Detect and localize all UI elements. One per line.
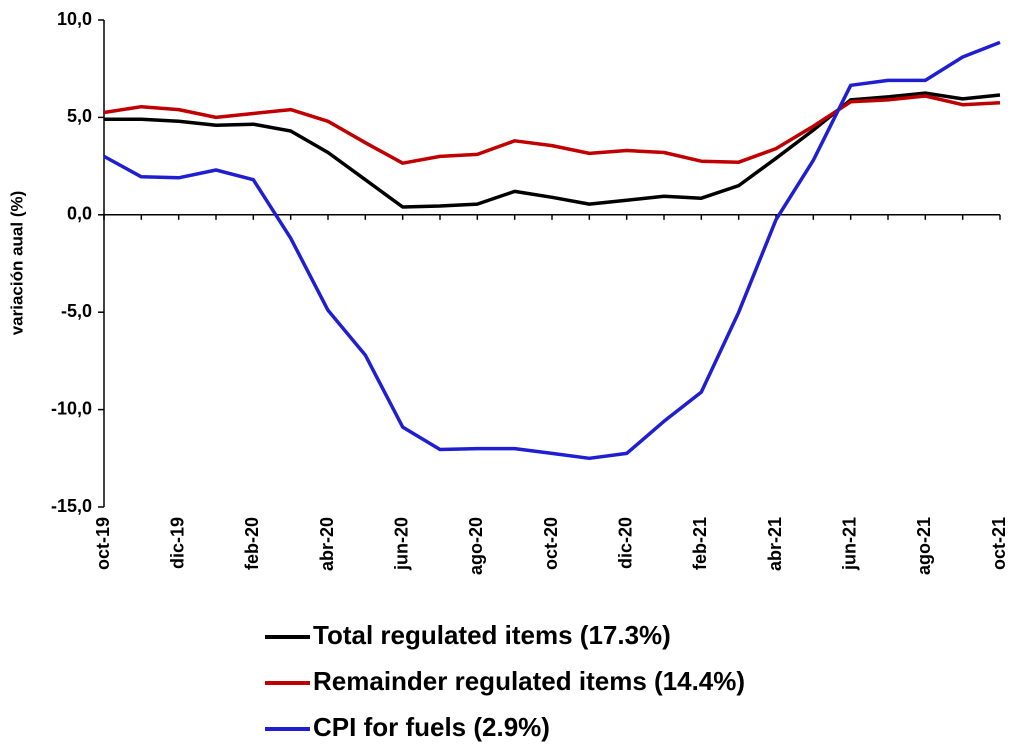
x-tick-label: feb-21 bbox=[690, 517, 710, 570]
y-tick-label: -10,0 bbox=[51, 398, 92, 418]
x-tick-label: jun-20 bbox=[391, 517, 411, 571]
series-line bbox=[104, 91, 1001, 209]
y-tick-label: 10,0 bbox=[57, 9, 92, 29]
legend-label: CPI for fuels (2.9%) bbox=[313, 712, 550, 742]
x-tick-label: ago-21 bbox=[914, 517, 934, 575]
x-tick-label: abr-20 bbox=[317, 517, 337, 571]
x-tick-label: dic-20 bbox=[615, 517, 635, 569]
y-tick-label: -5,0 bbox=[61, 301, 92, 321]
series-line bbox=[103, 94, 1001, 165]
x-tick-label: oct-20 bbox=[541, 517, 561, 570]
y-axis-label: variación aual (%) bbox=[7, 191, 26, 336]
y-tick-label: 5,0 bbox=[67, 106, 92, 126]
x-tick-label: ago-20 bbox=[466, 517, 486, 575]
x-tick-label: oct-19 bbox=[93, 517, 113, 570]
legend-label: Total regulated items (17.3%) bbox=[313, 620, 671, 650]
x-tick-label: jun-21 bbox=[839, 517, 859, 571]
legend-label: Remainder regulated items (14.4%) bbox=[313, 666, 745, 696]
x-tick-label: abr-21 bbox=[765, 517, 785, 571]
series-line bbox=[103, 40, 1001, 461]
x-tick-label: oct-21 bbox=[989, 517, 1009, 570]
y-tick-label: -15,0 bbox=[51, 496, 92, 516]
x-tick-label: dic-19 bbox=[167, 517, 187, 569]
x-tick-label: feb-20 bbox=[242, 517, 262, 570]
y-tick-label: 0,0 bbox=[67, 204, 92, 224]
